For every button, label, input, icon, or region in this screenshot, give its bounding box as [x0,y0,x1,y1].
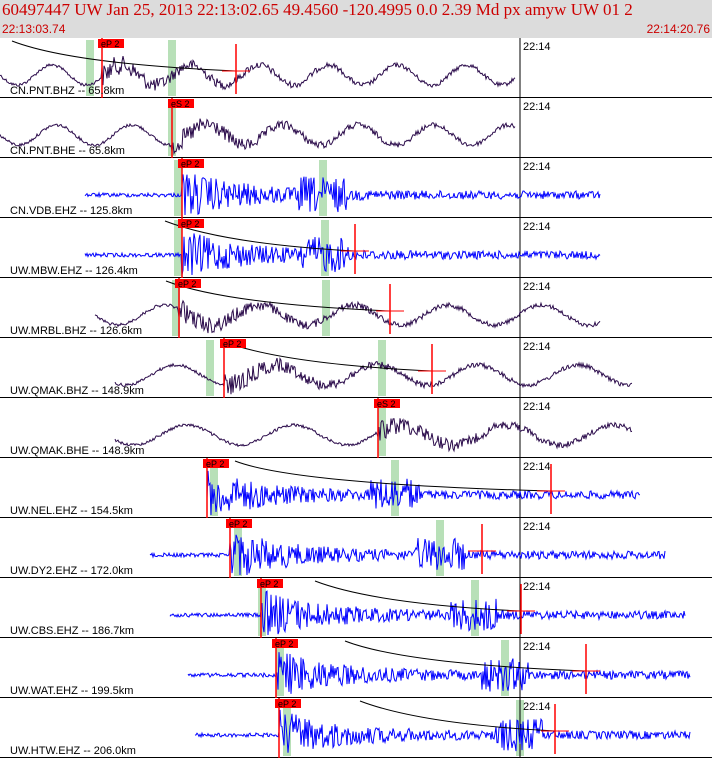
p-window-band [172,280,180,336]
coda-window-band [436,520,444,576]
phase-pick-box[interactable] [178,159,204,168]
coda-window-band [168,40,176,96]
p-window-band [174,220,182,276]
station-label: CN.VDB.EHZ -- 125.8km [10,205,132,217]
window-end-time: 22:14:20.76 [646,22,710,36]
trace-row[interactable]: 22:14 eP 2 UW.QMAK.BHZ -- 148.9km [0,338,712,398]
minute-label: 22:14 [523,41,551,53]
waveform [84,174,601,216]
p-window-band [86,40,94,96]
waveform [206,470,641,516]
phase-pick-box[interactable] [178,219,204,228]
waveform [114,357,633,395]
trace-row[interactable]: 22:14 eP 2 UW.HTW.EHZ -- 206.0km [0,698,712,758]
minute-label: 22:14 [523,221,551,233]
minute-label: 22:14 [523,101,551,113]
p-window-band [210,460,218,516]
phase-pick-box[interactable] [272,639,298,648]
phase-pick-label: eP 2 [181,219,199,229]
station-label: UW.MRBL.BHZ -- 126.6km [10,325,142,337]
phase-pick-box[interactable] [98,39,124,48]
station-label: UW.QMAK.BHE -- 148.9km [10,445,144,457]
trace-row[interactable]: 22:14 eP 2 UW.MRBL.BHZ -- 126.6km [0,278,712,338]
waveform [94,299,601,334]
p-window-band [234,520,242,576]
phase-pick-box[interactable] [175,279,201,288]
minute-label: 22:14 [523,401,551,413]
p-window-band [378,400,386,456]
phase-pick-box[interactable] [168,99,194,108]
phase-pick-label: eP 2 [260,579,278,589]
waveform [194,709,691,753]
coda-decay-curve [359,700,556,732]
seismogram-panel[interactable]: 22:14 eP 2 CN.PNT.BHZ -- 65.8km 22:14 eS 2 CN… [0,38,712,758]
minute-label: 22:14 [523,641,551,653]
p-window-band [276,640,284,696]
phase-pick-box[interactable] [220,339,246,348]
minute-label: 22:14 [523,461,551,473]
waveform [169,590,686,636]
trace-row[interactable]: 22:14 eP 2 CN.VDB.EHZ -- 125.8km [0,158,712,218]
p-window-band [174,160,182,216]
station-label: UW.QMAK.BHZ -- 148.9km [10,385,144,397]
phase-pick-label: eP 2 [275,639,293,649]
phase-pick-box[interactable] [257,579,283,588]
waveform [149,534,666,576]
event-header: 60497447 UW Jan 25, 2013 22:13:02.65 49.… [0,0,712,38]
minute-label: 22:14 [523,161,551,173]
trace-row[interactable]: 22:14 eP 2 UW.MBW.EHZ -- 126.4km [0,218,712,278]
station-label: UW.HTW.EHZ -- 206.0km [10,745,136,757]
phase-pick-box[interactable] [275,699,301,708]
trace-row[interactable]: 22:14 eP 2 UW.WAT.EHZ -- 199.5km [0,638,712,698]
coda-window-band [321,220,329,276]
station-label: CN.PNT.BHZ -- 65.8km [10,85,124,97]
minute-label: 22:14 [523,701,551,713]
event-title: 60497447 UW Jan 25, 2013 22:13:02.65 49.… [2,0,633,19]
station-label: UW.WAT.EHZ -- 199.5km [10,685,133,697]
waveform [0,118,516,156]
phase-pick-box[interactable] [374,399,400,408]
phase-pick-label: eP 2 [101,39,119,49]
trace-row[interactable]: 22:14 eP 2 UW.CBS.EHZ -- 186.7km [0,578,712,638]
waveform [114,418,633,453]
phase-pick-label: eS 2 [171,99,190,109]
minute-label: 22:14 [523,581,551,593]
waveform [187,652,691,694]
station-label: UW.DY2.EHZ -- 172.0km [10,565,133,577]
waveform [0,55,516,91]
coda-decay-curve [11,40,237,72]
trace-row[interactable]: 22:14 eP 2 CN.PNT.BHZ -- 65.8km [0,38,712,98]
station-label: UW.CBS.EHZ -- 186.7km [10,625,134,637]
phase-pick-label: eS 2 [377,399,396,409]
trace-row[interactable]: 22:14 eP 2 UW.DY2.EHZ -- 172.0km [0,518,712,578]
minute-label: 22:14 [523,281,551,293]
minute-label: 22:14 [523,521,551,533]
station-label: UW.NEL.EHZ -- 154.5km [10,505,133,517]
phase-pick-box[interactable] [203,459,229,468]
trace-row[interactable]: 22:14 eP 2 UW.NEL.EHZ -- 154.5km [0,458,712,518]
phase-pick-box[interactable] [226,519,252,528]
phase-pick-label: eP 2 [223,339,241,349]
coda-window-band [319,160,327,216]
phase-pick-label: eP 2 [229,519,247,529]
coda-decay-curve [314,580,522,612]
p-window-band [206,340,214,396]
p-window-band [283,700,291,756]
phase-pick-label: eP 2 [278,699,296,709]
phase-pick-label: eP 2 [178,279,196,289]
trace-row[interactable]: 22:14 eS 2 CN.PNT.BHE -- 65.8km [0,98,712,158]
coda-decay-curve [344,640,587,672]
trace-row[interactable]: 22:14 eS 2 UW.QMAK.BHE -- 148.9km [0,398,712,458]
waveform [84,233,601,276]
phase-pick-label: eP 2 [181,159,199,169]
coda-window-band [322,280,330,336]
station-label: UW.MBW.EHZ -- 126.4km [10,265,138,277]
minute-label: 22:14 [523,341,551,353]
station-label: CN.PNT.BHE -- 65.8km [10,145,125,157]
window-start-time: 22:13:03.74 [2,22,66,36]
phase-pick-label: eP 2 [206,459,224,469]
coda-decay-curve [234,460,552,492]
